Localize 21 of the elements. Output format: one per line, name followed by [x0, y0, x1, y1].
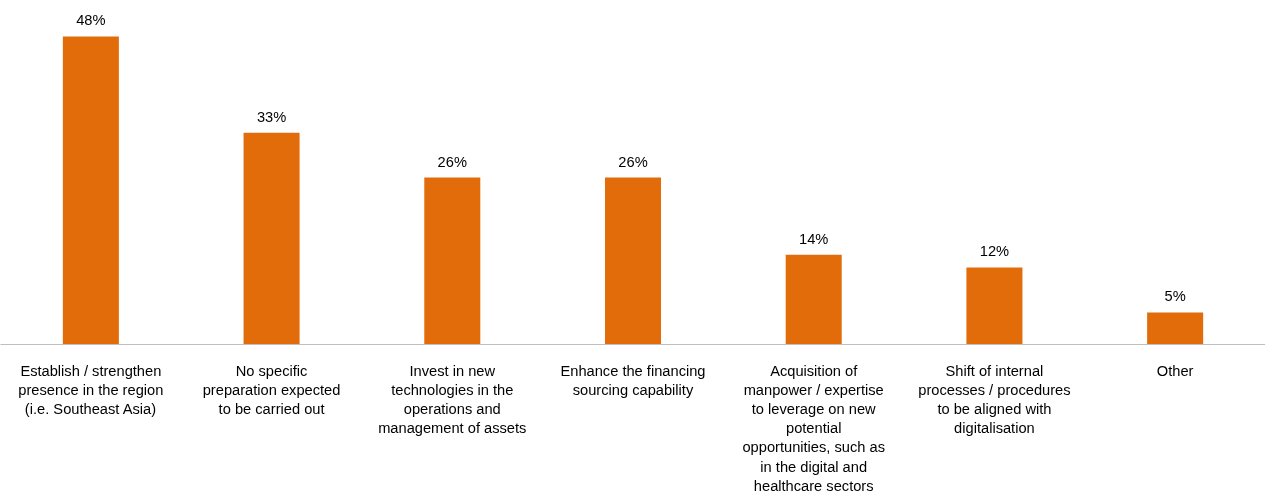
bar	[424, 177, 481, 345]
data-label: 26%	[437, 153, 467, 170]
bar	[604, 177, 662, 345]
data-label: 26%	[618, 153, 648, 170]
data-label: 33%	[256, 108, 287, 125]
bar	[62, 36, 119, 345]
x-tick-label: Invest in new technologies in the operations and management of assets	[378, 362, 527, 437]
bar	[1147, 312, 1204, 345]
data-label: 48%	[76, 12, 106, 29]
bar	[243, 132, 300, 345]
x-tick-label: Shift of internal processes / procedures to be aligned with digitalisation	[918, 362, 1071, 437]
data-label: 12%	[979, 243, 1010, 260]
bar	[966, 267, 1023, 345]
x-tick-label: Other	[1156, 362, 1194, 379]
x-tick-label: Acquisition of manpower / expertise to leverage on new potential opportunities, such as in the digital and healthcare sectors	[742, 362, 885, 494]
x-tick-label: Enhance the financing sourcing capability	[560, 362, 706, 398]
bar	[785, 254, 842, 345]
x-tick-label: Establish / strengthen presence in the region (i.e. Southeast Asia)	[18, 362, 164, 417]
x-tick-label: No specific preparation expected to be carried out	[202, 362, 341, 417]
data-label: 14%	[799, 230, 829, 247]
data-label: 5%	[1164, 288, 1186, 305]
